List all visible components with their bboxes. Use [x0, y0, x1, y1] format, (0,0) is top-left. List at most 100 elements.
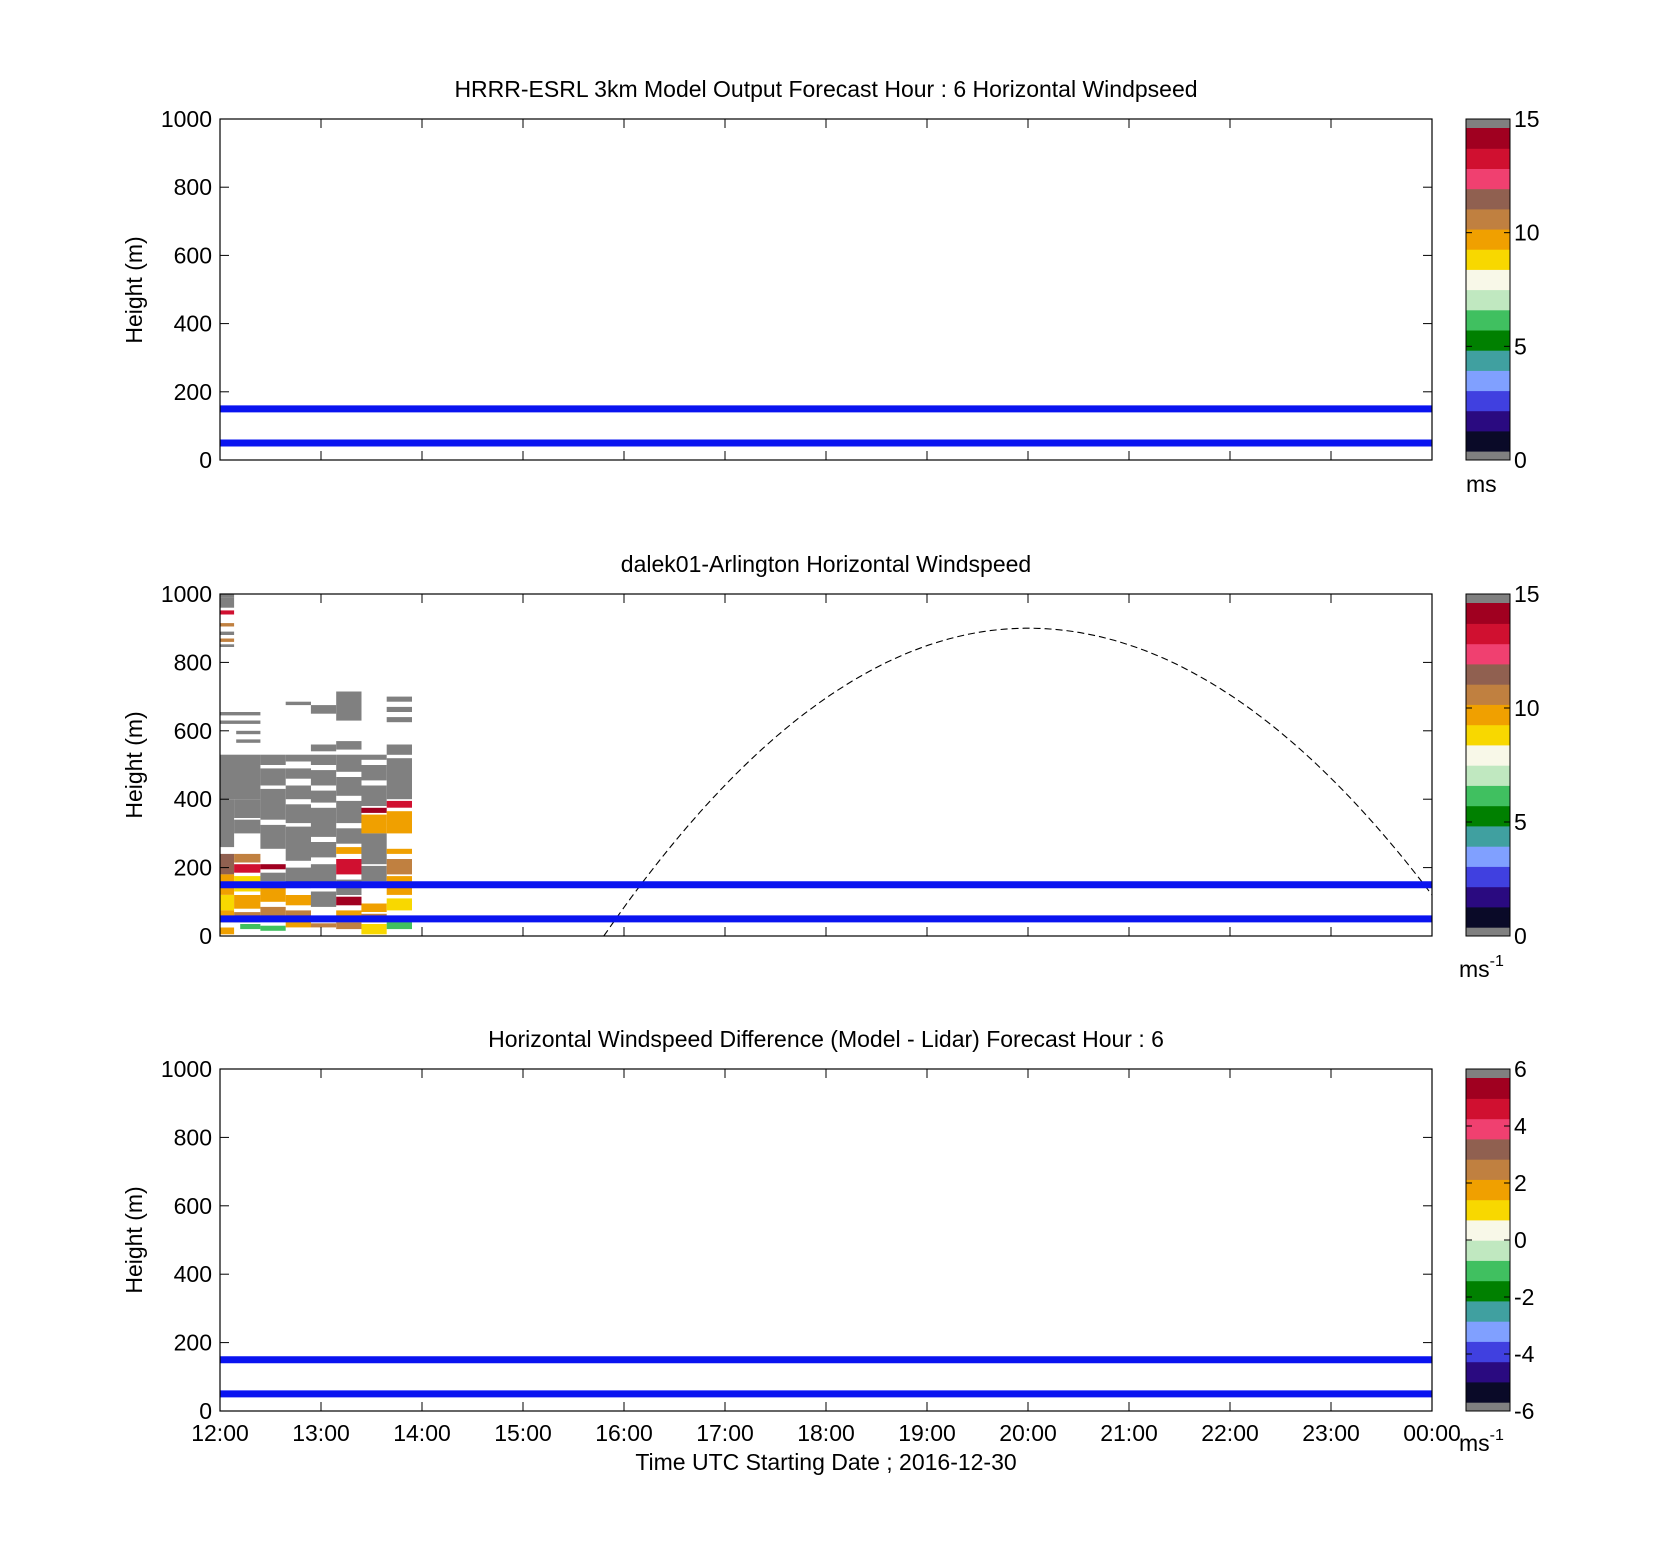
x-tick-label: 17:00	[696, 1420, 754, 1446]
heatmap-cell	[386, 898, 412, 911]
colorbar-segment	[1466, 805, 1510, 827]
heatmap-cell	[386, 744, 412, 755]
y-tick-label: 400	[174, 786, 212, 812]
axis-ticks: 0 200 400 600 800 1000	[161, 581, 1433, 949]
heatmap-cell	[310, 891, 337, 907]
heatmap-cell	[234, 864, 261, 873]
heatmap-cell	[361, 807, 387, 813]
colorbar-segment	[1466, 208, 1510, 230]
heatmap-cell	[260, 925, 286, 931]
y-tick-label: 200	[174, 379, 212, 405]
colorbar-tick-label: -4	[1514, 1341, 1535, 1367]
colorbar-segment	[1466, 1381, 1510, 1403]
colorbar-tick-label: -2	[1514, 1284, 1534, 1310]
heatmap-cell	[336, 777, 362, 796]
heatmap-cell	[336, 828, 362, 844]
colorbar-segment	[1466, 785, 1510, 807]
heatmap-cell	[220, 610, 235, 615]
colorbar-segment	[1466, 1300, 1510, 1322]
colorbar-segment	[1466, 603, 1510, 624]
x-tick-label: 15:00	[494, 1420, 552, 1446]
heatmap-cell	[361, 924, 387, 935]
x-tick-label: 00:00	[1403, 1420, 1461, 1446]
heatmap-cell	[310, 842, 337, 858]
y-tick-label: 1000	[161, 1056, 212, 1082]
colorbar-segment	[1466, 1098, 1510, 1120]
heatmap-cell	[386, 859, 412, 875]
panel-model-output: HRRR-ESRL 3km Model Output Forecast Hour…	[121, 76, 1540, 497]
colorbar-segment	[1466, 744, 1510, 766]
colorbar-segment	[1466, 289, 1510, 311]
y-tick-label: 200	[174, 1330, 212, 1356]
y-axis-label: Height (m)	[121, 711, 147, 818]
heatmap-cell	[260, 754, 286, 765]
heatmap-cell	[260, 768, 286, 786]
y-axis-label: Height (m)	[121, 1186, 147, 1293]
colorbar-tick-label: 5	[1514, 809, 1527, 835]
heatmap-cell	[336, 691, 362, 721]
colorbar-segment	[1466, 724, 1510, 746]
y-tick-label: 600	[174, 718, 212, 744]
colorbar-segment	[1466, 188, 1510, 210]
x-tick-label: 14:00	[393, 1420, 451, 1446]
colorbar-segment	[1466, 329, 1510, 351]
heatmap-cell	[220, 720, 261, 724]
heatmap-cell	[361, 754, 387, 760]
axis-ticks: 12:00 13:00 14:00 15:00 16:00 17:00 18:00 19:00…	[161, 1056, 1461, 1446]
colorbar-segment	[1466, 249, 1510, 270]
colorbar-segment	[1466, 430, 1510, 452]
colorbar-tick-label: 4	[1514, 1113, 1527, 1139]
colorbar-segment	[1466, 1118, 1510, 1140]
colorbar-tick-label: 6	[1514, 1056, 1527, 1082]
heatmap-cell	[220, 712, 261, 716]
heatmap-cell	[285, 785, 311, 800]
colorbar-segment	[1466, 663, 1510, 685]
colorbar-segment	[1466, 309, 1510, 331]
x-tick-label: 13:00	[292, 1420, 350, 1446]
heatmap-cell	[310, 705, 337, 714]
heatmap-cell	[220, 927, 235, 935]
y-tick-label: 200	[174, 855, 212, 881]
heatmap-cell	[234, 895, 261, 909]
heatmap-cell	[285, 768, 311, 779]
y-tick-label: 800	[174, 1124, 212, 1150]
colorbar-segment	[1466, 846, 1510, 867]
panel-difference: Horizontal Windspeed Difference (Model -…	[121, 1026, 1535, 1475]
heatmap-cell	[234, 799, 261, 818]
colorbar-segment	[1466, 1260, 1510, 1282]
colorbar-frame	[1465, 118, 1511, 461]
heatmap-cell	[336, 847, 362, 854]
colorbar-segment	[1466, 1199, 1510, 1221]
colorbar: -6 -4 -2 0 2 4 6	[1465, 1056, 1535, 1424]
heatmap-cell	[220, 623, 235, 627]
colorbar-segment	[1466, 1219, 1510, 1241]
colorbar-segment	[1466, 128, 1510, 149]
colorbar-over-cap	[1466, 1069, 1510, 1078]
heatmap-cell	[220, 895, 235, 911]
y-tick-label: 0	[199, 1398, 212, 1424]
colorbar-tick-label: 0	[1514, 1227, 1527, 1253]
panel-title: HRRR-ESRL 3km Model Output Forecast Hour…	[454, 76, 1197, 102]
colorbar-tick-label: 10	[1514, 695, 1540, 721]
heatmap-cell	[220, 597, 235, 608]
heatmap-cell	[220, 594, 235, 598]
heatmap-cell	[260, 824, 286, 849]
colorbar-tick-label: 10	[1514, 220, 1540, 246]
heatmap-cell	[285, 895, 311, 906]
x-tick-label: 12:00	[191, 1420, 249, 1446]
colorbar-tick-label: 0	[1514, 923, 1527, 949]
heatmap-cell	[285, 804, 311, 824]
heatmap-cell	[336, 800, 362, 824]
colorbar-segment	[1466, 1138, 1510, 1160]
heatmap-cell	[285, 826, 311, 861]
colorbar-over-cap	[1466, 119, 1510, 128]
colorbar-segment	[1466, 1240, 1510, 1261]
y-tick-label: 1000	[161, 581, 212, 607]
colorbar-segment	[1466, 390, 1510, 412]
heatmap-cell	[236, 730, 261, 735]
colorbar-segment	[1466, 1280, 1510, 1302]
y-tick-label: 800	[174, 174, 212, 200]
heatmap-cell	[336, 741, 362, 750]
y-tick-label: 0	[199, 923, 212, 949]
heatmap-cell	[310, 864, 337, 885]
